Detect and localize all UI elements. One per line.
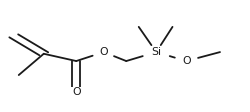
Text: Si: Si bbox=[151, 47, 161, 57]
Text: O: O bbox=[72, 87, 80, 97]
Text: O: O bbox=[100, 47, 108, 57]
Text: O: O bbox=[182, 56, 190, 66]
